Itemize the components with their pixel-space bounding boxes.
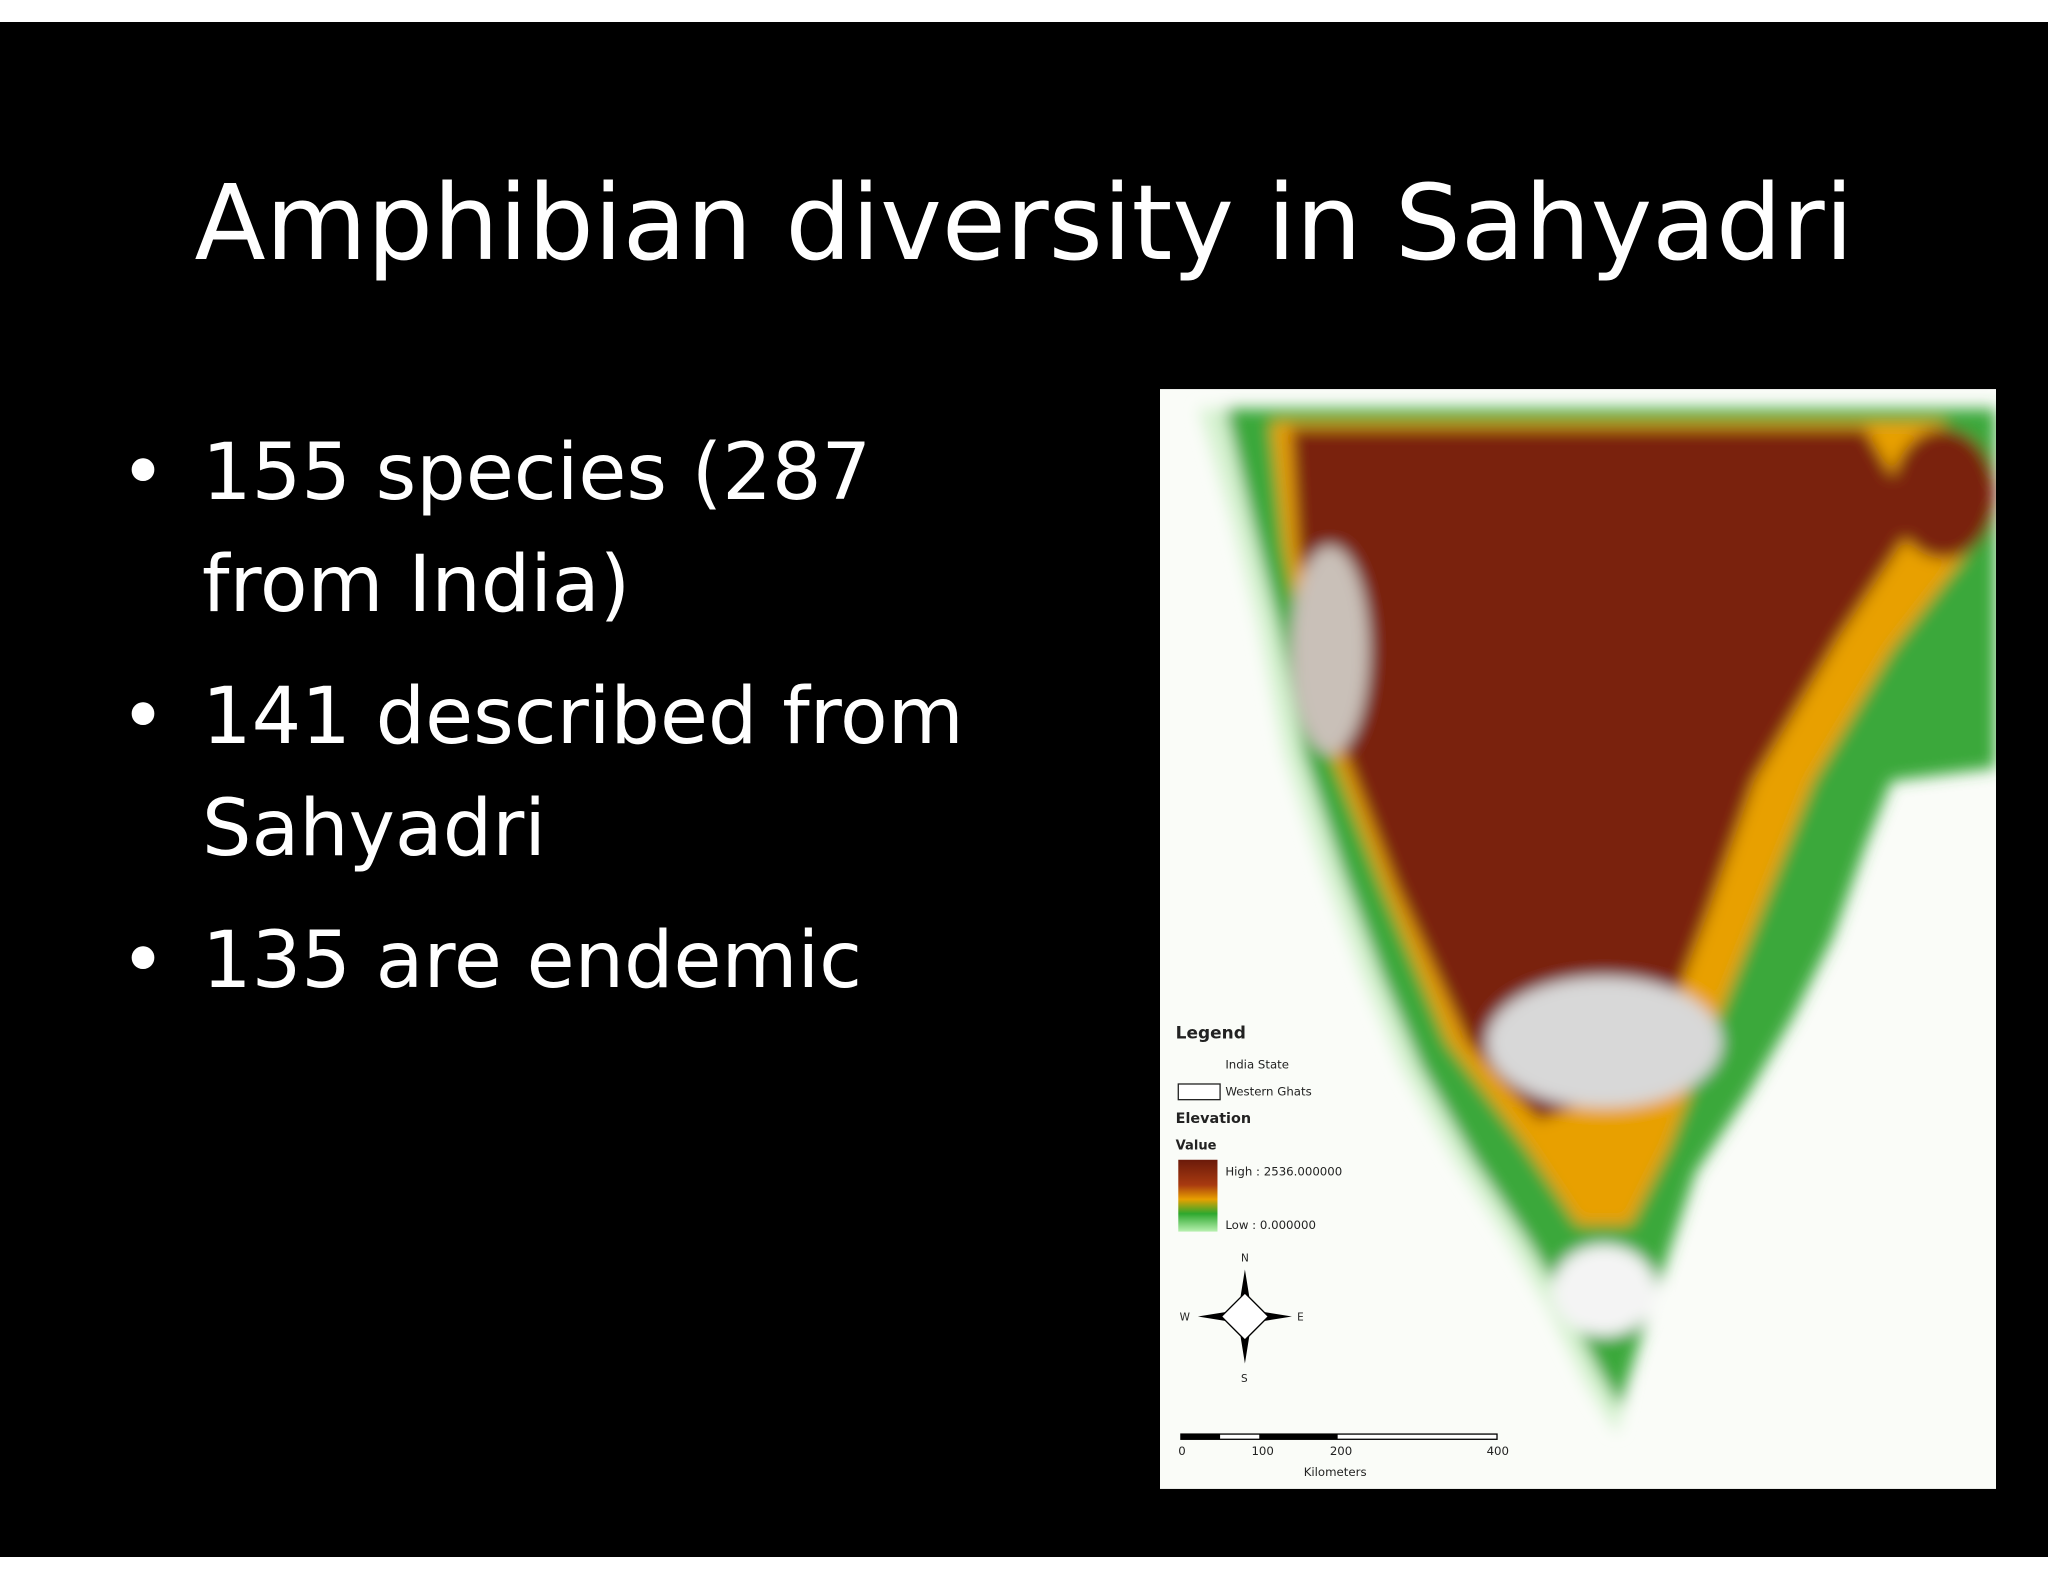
compass-label: S xyxy=(1241,1373,1248,1385)
scale-unit: Kilometers xyxy=(1304,1465,1367,1479)
legend-swatch xyxy=(1177,1083,1221,1101)
bullet: 155 species (287 from India) xyxy=(120,417,982,641)
compass-label: E xyxy=(1297,1311,1304,1323)
legend-label: Value xyxy=(1176,1138,1217,1153)
legend-label: Elevation xyxy=(1176,1111,1251,1127)
legend-label: India State xyxy=(1225,1057,1289,1071)
bullet-list: 155 species (287 from India) 141 describ… xyxy=(120,417,1080,1037)
slide-title: Amphibian diversity in Sahyadri xyxy=(194,162,1854,284)
legend-colorbar xyxy=(1178,1159,1218,1232)
terrain xyxy=(1199,408,1996,1435)
legend-title: Legend xyxy=(1176,1023,1246,1043)
compass-label: N xyxy=(1241,1253,1249,1265)
scale-label: 200 xyxy=(1330,1444,1352,1458)
compass-label: W xyxy=(1180,1311,1190,1323)
scale-bar: 0 100 200 400 Kilometers xyxy=(1178,1433,1509,1479)
elevation-map: Legend India State Western Ghats Elevati… xyxy=(1160,389,1996,1489)
legend-label: Low : 0.000000 xyxy=(1225,1218,1316,1232)
legend-label: Western Ghats xyxy=(1225,1085,1311,1099)
legend-label: High : 2536.000000 xyxy=(1225,1164,1342,1178)
slide: Amphibian diversity in Sahyadri 155 spec… xyxy=(0,22,2048,1557)
bullet: 135 are endemic xyxy=(120,905,982,1017)
scale-label: 400 xyxy=(1487,1444,1509,1458)
scale-label: 100 xyxy=(1251,1444,1273,1458)
scale-label: 0 xyxy=(1178,1444,1185,1458)
bullet: 141 described from Sahyadri xyxy=(120,661,982,885)
compass: N S E W xyxy=(1180,1253,1304,1385)
